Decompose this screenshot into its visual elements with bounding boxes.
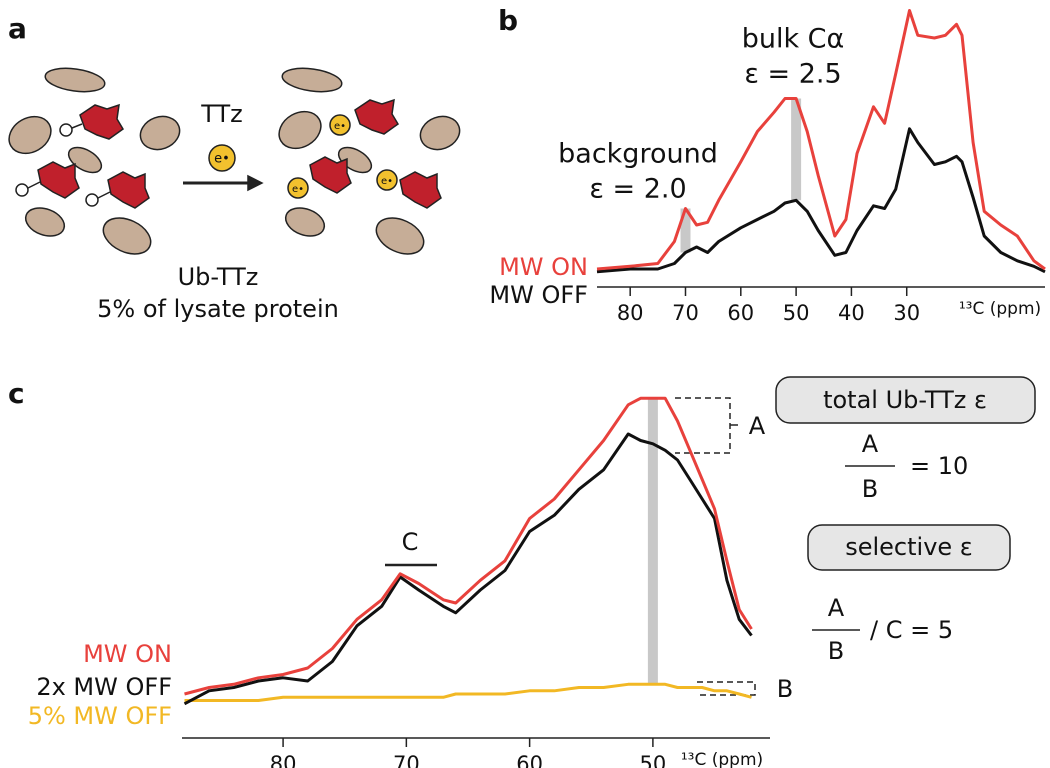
- legend-label: MW ON: [499, 253, 588, 281]
- spectrum-line: [184, 396, 753, 696]
- x-tick-label: 40: [838, 301, 865, 325]
- x-tick-label: 50: [640, 752, 667, 768]
- numerator: A: [828, 594, 845, 622]
- annotation: bulk Cα: [742, 24, 845, 55]
- brackets: [385, 376, 1036, 696]
- x-axis-label: ¹³C (ppm): [681, 750, 763, 768]
- x-tick-label: 50: [783, 301, 810, 325]
- legend-label: 2x MW OFF: [36, 673, 172, 701]
- equation-rest: / C = 5: [870, 616, 953, 644]
- highlight: [680, 208, 691, 253]
- x-tick-label: 70: [672, 301, 699, 325]
- panel-label: a: [8, 12, 27, 45]
- electron-label: e•: [381, 176, 393, 187]
- highlight: [791, 98, 802, 201]
- highlight: [647, 398, 658, 685]
- spectrum-line: [596, 127, 1046, 274]
- bracket-label: A: [749, 412, 766, 440]
- annotation: background: [558, 139, 718, 170]
- x-tick-label: 80: [617, 301, 644, 325]
- legend-label: 5% MW OFF: [28, 702, 172, 730]
- panel-label: b: [498, 4, 518, 37]
- x-axis-label: ¹³C (ppm): [959, 299, 1041, 319]
- peak-label: C: [402, 528, 419, 556]
- denominator: B: [862, 475, 878, 503]
- legend-label: MW OFF: [489, 281, 588, 309]
- electron-label: e•: [214, 152, 230, 167]
- equation-rest: = 10: [910, 452, 968, 480]
- bracket-label: B: [777, 675, 793, 703]
- electron-label: e•: [334, 121, 346, 132]
- caption: Ub-TTz: [178, 263, 259, 291]
- reagent-label: TTz: [200, 100, 243, 128]
- x-tick-label: 80: [270, 752, 297, 768]
- x-tick-label: 60: [727, 301, 754, 325]
- x-tick-label: 30: [893, 301, 920, 325]
- denominator: B: [828, 637, 844, 665]
- legend-label: MW ON: [83, 640, 172, 668]
- spectrum-line: [183, 432, 753, 706]
- annotation: ε = 2.0: [589, 174, 686, 205]
- electron-label: e•: [292, 184, 304, 195]
- x-tick-label: 60: [516, 752, 543, 768]
- lysate-diagram: [8, 67, 461, 255]
- caption: 5% of lysate protein: [97, 295, 339, 323]
- spectrum-line: [596, 9, 1046, 271]
- panel-label: c: [8, 377, 25, 410]
- box-label: total Ub-TTz ε: [823, 386, 987, 414]
- box-label: selective ε: [845, 533, 973, 561]
- x-tick-label: 70: [393, 752, 420, 768]
- numerator: A: [862, 430, 879, 458]
- annotation: ε = 2.5: [744, 59, 841, 90]
- spectrum-line: [184, 682, 752, 702]
